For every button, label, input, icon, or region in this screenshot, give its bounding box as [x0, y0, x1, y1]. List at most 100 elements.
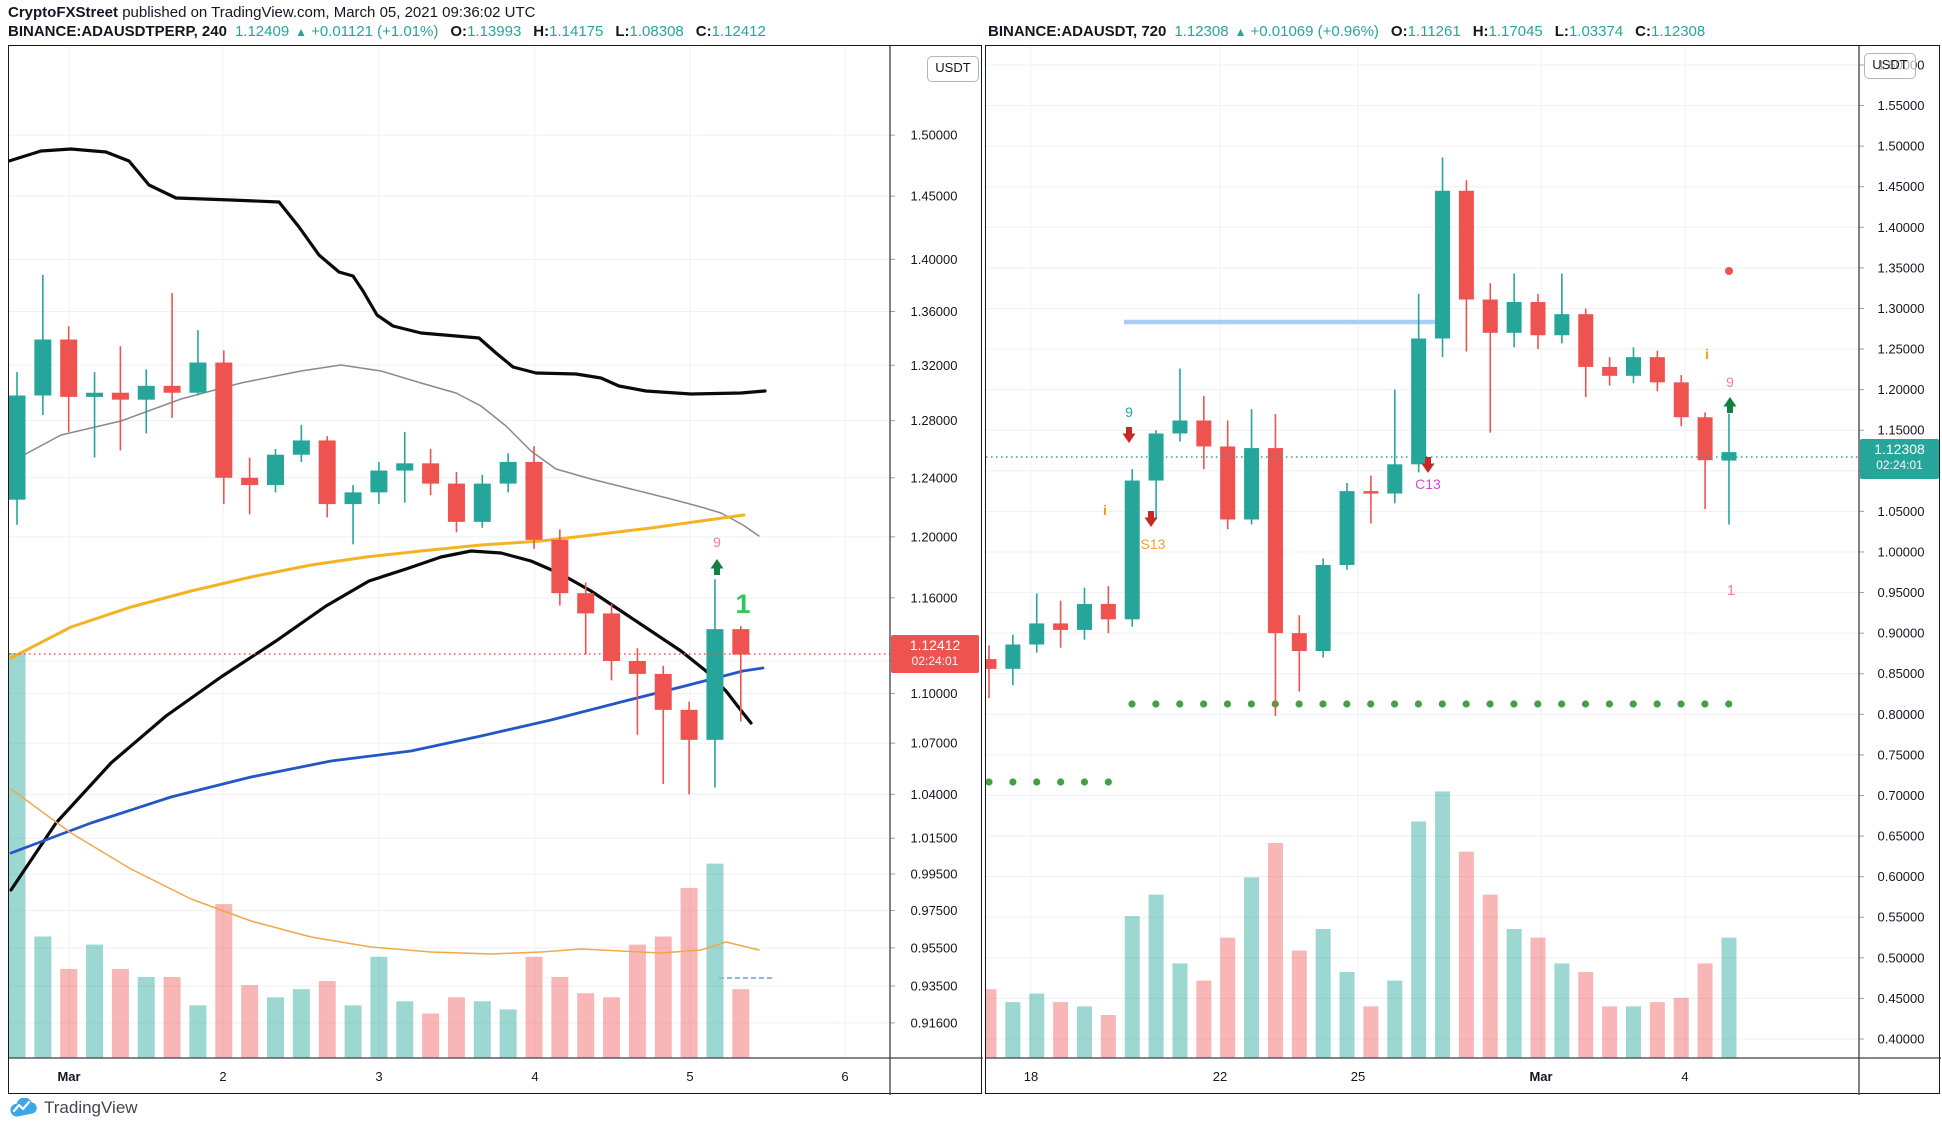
marker-label: 9	[713, 534, 721, 550]
indicator-dot	[1295, 700, 1303, 708]
price-tick-label: 0.50000	[1878, 950, 1925, 965]
indicator-dot	[1725, 700, 1733, 708]
candle	[1196, 420, 1212, 447]
candle	[473, 483, 491, 522]
indicator-dot	[1247, 700, 1255, 708]
indicator-dot	[1223, 700, 1232, 708]
price-tick-label: 1.55000	[1878, 98, 1925, 113]
up-arrow-icon	[1723, 397, 1737, 413]
volume-bar	[1363, 1006, 1379, 1058]
volume-bar	[628, 944, 646, 1058]
date-tick-label: 4	[531, 1069, 538, 1084]
up-arrow-icon	[710, 559, 724, 575]
left-chart-pane[interactable]: 1.50000 1.45000 1.40000 1.36000 1.32000 1.280…	[9, 46, 983, 1095]
indicator-dot	[1653, 700, 1661, 708]
price-tick-label: 1.45000	[1878, 179, 1925, 194]
candle	[1482, 299, 1498, 333]
left-currency-badge[interactable]: USDT	[927, 56, 979, 82]
price-tick-label: 0.85000	[1878, 666, 1925, 681]
candle	[1387, 464, 1403, 494]
candle	[267, 454, 284, 486]
price-tick-label: 1.50000	[911, 128, 958, 143]
volume-bar	[1625, 1006, 1641, 1058]
left-tag-price: 1.12412	[909, 637, 961, 653]
candle	[189, 362, 207, 393]
right-current-price-tag: 1.12308 02:24:01	[1860, 439, 1939, 479]
candle	[1602, 366, 1618, 376]
candle	[577, 593, 595, 614]
price-tick-label: 1.05000	[1878, 504, 1925, 519]
right-high-label: H:	[1472, 23, 1489, 40]
dot-marker	[1725, 267, 1733, 275]
candle	[1411, 338, 1427, 465]
volume-bar	[1649, 1002, 1665, 1058]
marker-label: 9	[1125, 404, 1133, 420]
date-tick-label: 4	[1681, 1069, 1688, 1084]
price-tick-label: 1.04000	[911, 787, 958, 802]
volume-bar	[654, 936, 672, 1058]
tradingview-watermark-label: TradingView	[44, 1098, 138, 1117]
volume-bar	[706, 863, 724, 1058]
indicator-dot	[1176, 700, 1184, 708]
down-arrow-icon	[1122, 427, 1136, 443]
price-tick-label: 1.45000	[911, 189, 958, 204]
attribution-author: CryptoFXStreet	[8, 4, 119, 21]
candle	[1220, 446, 1236, 520]
date-tick-label: 5	[686, 1069, 693, 1084]
price-tick-label: 1.07000	[911, 736, 958, 751]
volume-bar	[1506, 929, 1522, 1058]
left-change: +0.01121 (+1.01%)	[311, 23, 439, 40]
price-tick-label: 0.95000	[1878, 585, 1925, 600]
volume-bar	[189, 1005, 207, 1058]
candle	[680, 709, 698, 740]
price-tick-label: 0.91600	[911, 1015, 958, 1030]
right-low-label: L:	[1554, 23, 1569, 40]
candle	[1649, 357, 1665, 383]
volume-bar	[1244, 877, 1260, 1058]
candle	[292, 440, 310, 455]
candle	[1291, 633, 1307, 652]
candle	[1100, 603, 1116, 620]
volume-ma	[10, 788, 760, 955]
left-last-price: 1.12409	[234, 23, 290, 40]
price-tick-label: 1.30000	[1878, 301, 1925, 316]
volume-bar	[1673, 997, 1689, 1058]
price-tick-label: 1.00000	[1878, 544, 1925, 559]
volume-bar	[318, 981, 336, 1058]
candle	[628, 661, 646, 674]
right-open-value: 1.11261	[1407, 23, 1461, 40]
price-tick-label: 0.55000	[1878, 910, 1925, 925]
candle	[1673, 382, 1689, 418]
candle	[1053, 623, 1069, 630]
candle	[111, 392, 129, 400]
indicator-dot	[1629, 700, 1637, 708]
volume-bar	[1482, 894, 1498, 1058]
date-tick-label: 3	[375, 1069, 382, 1084]
volume-bar	[473, 1001, 491, 1058]
volume-bar	[1029, 993, 1045, 1058]
volume-bar	[292, 989, 310, 1058]
candle	[1578, 314, 1594, 367]
right-chart-pane[interactable]: 1.600001.550001.500001.450001.400001.350…	[986, 46, 1941, 1095]
up-triangle-icon: ▲	[295, 25, 308, 39]
candle	[137, 385, 155, 400]
volume-bar	[422, 1013, 440, 1058]
volume-bar	[1196, 980, 1212, 1058]
price-tick-label: 1.15000	[1878, 423, 1925, 438]
down-arrow-icon	[1144, 511, 1158, 527]
indicator-dot	[1605, 700, 1613, 708]
volume-bar	[137, 977, 155, 1058]
candle	[1721, 452, 1737, 461]
price-tick-label: 1.28000	[911, 413, 958, 428]
volume-bar	[1100, 1015, 1116, 1058]
left-low-value: 1.08308	[629, 23, 684, 40]
right-currency-badge[interactable]: USDT	[1864, 53, 1916, 79]
candle	[499, 461, 517, 484]
tradingview-watermark[interactable]: TradingView	[10, 1098, 138, 1118]
candle	[525, 461, 543, 540]
candle	[9, 395, 26, 500]
indicator-dot	[1343, 700, 1351, 708]
volume-bar	[1220, 937, 1236, 1058]
indicator-dot	[1104, 778, 1112, 786]
right-chart-legend: BINANCE:ADAUSDT, 720 1.12308 ▲ +0.01069 (+0…	[988, 23, 1711, 40]
